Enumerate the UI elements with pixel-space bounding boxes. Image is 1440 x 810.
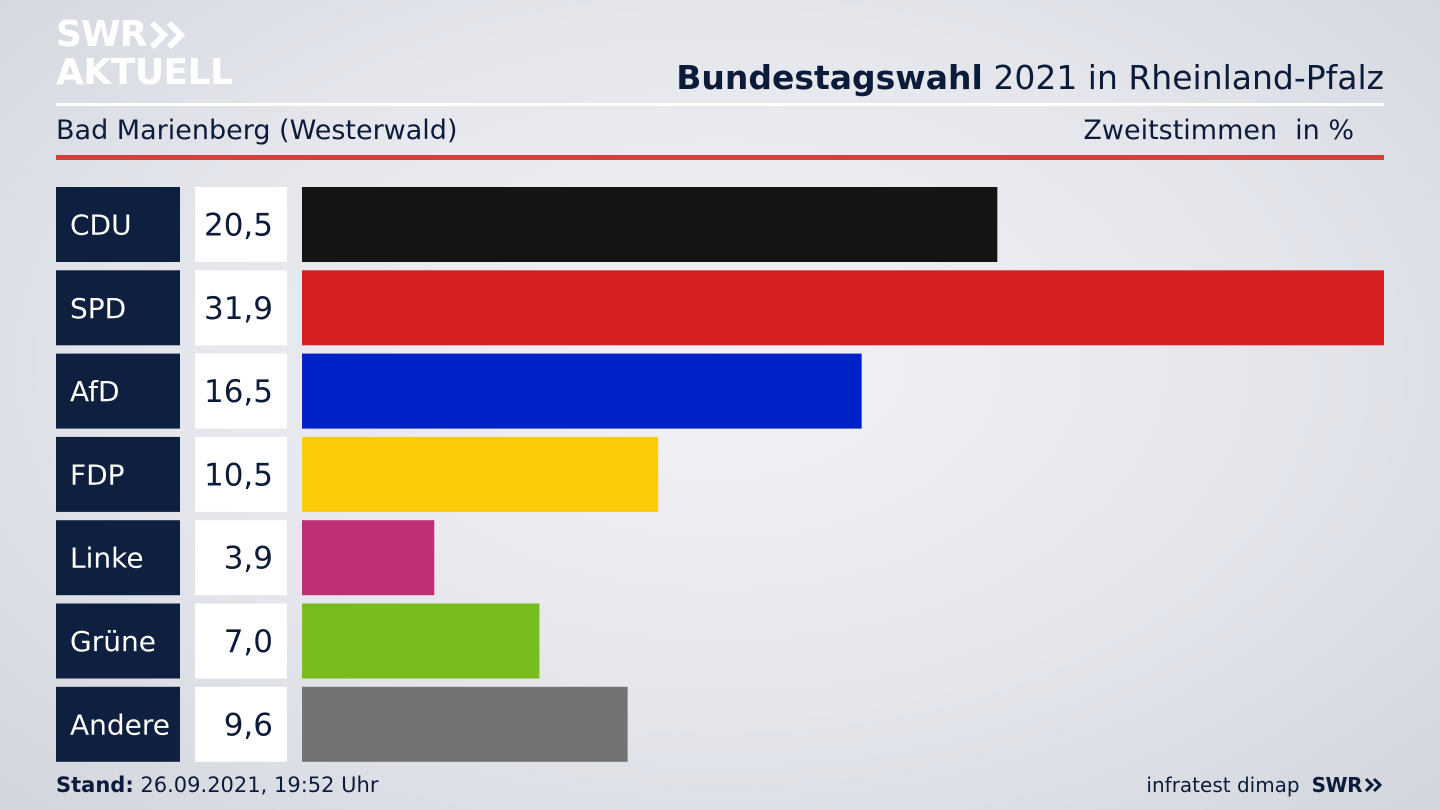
party-label: CDU	[70, 209, 132, 242]
value-label-box	[195, 353, 287, 429]
stand-value: 26.09.2021, 19:52 Uhr	[133, 773, 379, 797]
accent-divider	[56, 155, 1384, 160]
value-label: 7,0	[224, 624, 273, 660]
value-label-box	[195, 520, 287, 596]
value-label: 16,5	[204, 374, 273, 410]
page-title: Bundestagswahl 2021 in Rheinland-Pfalz	[676, 58, 1384, 98]
bar-spd	[302, 270, 1384, 346]
logo-aktuell-text: AKTUELL	[56, 52, 233, 93]
party-label: AfD	[70, 375, 120, 408]
bar-row-fdp: FDP 10,5	[56, 436, 659, 512]
party-label-box	[56, 686, 180, 762]
party-label: Andere	[70, 708, 170, 741]
bar-cdu	[302, 187, 998, 262]
party-label-box	[56, 520, 180, 596]
source-label: infratest dimap	[1146, 773, 1300, 797]
title-rest: 2021 in Rheinland-Pfalz	[982, 58, 1384, 97]
party-label-box	[56, 187, 180, 262]
party-label-box	[56, 603, 180, 679]
party-label-box	[56, 270, 180, 346]
bar-row-gr-ne: Grüne 7,0	[56, 603, 540, 679]
value-label: 31,9	[204, 291, 273, 327]
source-credit: infratest dimap SWR	[1146, 771, 1384, 799]
swr-footer-logo: SWR	[1312, 771, 1384, 799]
measure-label-group: Zweitstimmen in %	[1083, 114, 1354, 148]
party-label: Grüne	[70, 625, 156, 658]
value-label: 20,5	[204, 208, 273, 244]
party-label: SPD	[70, 292, 126, 325]
value-label-box	[195, 436, 287, 512]
double-chevron-right-icon	[150, 20, 186, 50]
double-chevron-right-icon	[1364, 777, 1383, 793]
value-label: 3,9	[224, 541, 273, 577]
swr-aktuell-logo: SWR AKTUELL	[56, 16, 233, 91]
bar-row-afd: AfD 16,5	[56, 353, 862, 429]
party-label-box	[56, 353, 180, 429]
logo-swr-text: SWR	[56, 14, 147, 55]
value-label: 10,5	[204, 457, 273, 493]
unit-label: in %	[1295, 115, 1354, 146]
bar-fdp	[302, 436, 659, 512]
bar-row-cdu: CDU 20,5	[56, 187, 998, 262]
header-divider	[56, 103, 1384, 106]
bar-linke	[302, 520, 435, 596]
bar-andere	[302, 686, 628, 762]
bar-row-andere: Andere 9,6	[56, 686, 628, 762]
stand-label: Stand:	[56, 773, 134, 797]
bar-row-spd: SPD 31,9	[56, 270, 1384, 346]
bar-row-linke: Linke 3,9	[56, 520, 435, 596]
region-subtitle: Bad Marienberg (Westerwald)	[56, 115, 458, 146]
value-label: 9,6	[224, 707, 273, 743]
party-label: FDP	[70, 458, 125, 491]
bar-gr-ne	[302, 603, 540, 679]
value-label-box	[195, 187, 287, 262]
timestamp: Stand: 26.09.2021, 19:52 Uhr	[56, 771, 379, 799]
measure-label: Zweitstimmen	[1083, 115, 1278, 146]
value-label-box	[195, 686, 287, 762]
value-label-box	[195, 270, 287, 346]
value-label-box	[195, 603, 287, 679]
party-label: Linke	[70, 542, 144, 575]
bar-afd	[302, 353, 862, 429]
footer-brand-text: SWR	[1311, 773, 1363, 797]
title-bold: Bundestagswahl	[676, 58, 983, 97]
party-label-box	[56, 436, 180, 512]
